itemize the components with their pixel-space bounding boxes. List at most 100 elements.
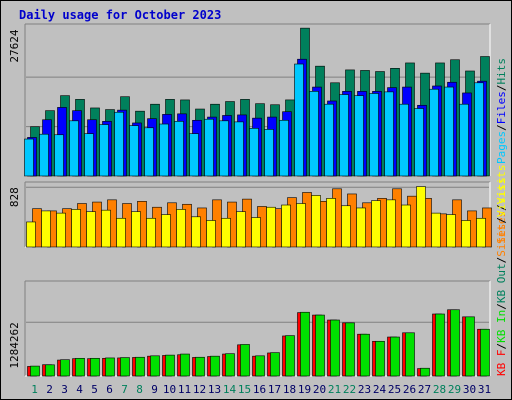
x-label-day-25: 25 — [388, 383, 401, 396]
legend-part: Pages — [495, 131, 508, 164]
legend-part: Hits — [495, 58, 508, 85]
bar-pages-day-1 — [24, 138, 34, 177]
bar-visits-day-22 — [341, 205, 351, 248]
legend-pages-files-hits: Pages/Files/Hits — [495, 58, 508, 164]
chart-title: Daily usage for October 2023 — [19, 8, 222, 22]
bar-visits-day-10 — [161, 214, 171, 248]
legend-part: / — [495, 204, 508, 211]
x-label-day-23: 23 — [358, 383, 371, 396]
bar-pages-day-5 — [84, 133, 94, 177]
bar-kb-in-day-16 — [255, 355, 265, 377]
bar-kb-in-day-4 — [75, 357, 85, 377]
bar-visits-day-7 — [116, 217, 126, 248]
bar-visits-day-3 — [56, 212, 66, 248]
bar-pages-day-9 — [144, 127, 154, 177]
bar-pages-day-8 — [129, 125, 139, 177]
x-label-day-17: 17 — [268, 383, 281, 396]
bar-kb-in-day-20 — [315, 314, 325, 377]
bar-pages-day-13 — [204, 118, 214, 177]
bar-pages-day-11 — [174, 121, 184, 177]
x-label-day-3: 3 — [61, 383, 68, 396]
x-label-day-11: 11 — [178, 383, 191, 396]
bar-pages-day-3 — [54, 134, 64, 177]
legend-part: / — [495, 257, 508, 264]
legend-part: / — [495, 343, 508, 350]
bar-kb-in-day-15 — [240, 344, 250, 377]
bar-visits-day-25 — [386, 199, 396, 248]
bar-kb-in-day-30 — [465, 316, 475, 377]
bar-pages-day-7 — [114, 111, 124, 177]
legend-part: KB F — [495, 350, 508, 377]
bar-visits-day-18 — [281, 204, 291, 248]
bar-pages-day-20 — [309, 91, 319, 177]
bar-kb-in-day-5 — [90, 357, 100, 377]
bar-kb-in-day-10 — [165, 354, 175, 377]
legend-part: Sites — [495, 224, 508, 257]
x-label-day-12: 12 — [193, 383, 206, 396]
bar-kb-in-day-27 — [420, 367, 430, 377]
x-label-day-30: 30 — [463, 383, 476, 396]
bar-pages-day-21 — [324, 103, 334, 177]
bar-pages-day-25 — [384, 91, 394, 177]
bar-pages-day-30 — [459, 103, 469, 177]
bar-pages-day-24 — [369, 93, 379, 177]
bar-visits-day-4 — [71, 209, 81, 248]
x-label-day-20: 20 — [313, 383, 326, 396]
x-label-day-9: 9 — [151, 383, 158, 396]
bar-visits-day-12 — [191, 216, 201, 248]
bar-visits-day-21 — [326, 198, 336, 248]
bar-kb-in-day-17 — [270, 352, 280, 377]
bar-visits-day-15 — [236, 211, 246, 248]
bar-visits-day-31 — [476, 217, 486, 248]
bar-visits-day-30 — [461, 220, 471, 248]
bar-kb-in-day-22 — [345, 322, 355, 377]
legend-part: / — [495, 124, 508, 131]
bar-pages-day-17 — [264, 129, 274, 177]
x-label-day-26: 26 — [403, 383, 416, 396]
bar-kb-in-day-26 — [405, 332, 415, 377]
x-label-day-18: 18 — [283, 383, 296, 396]
bar-visits-day-28 — [431, 212, 441, 248]
bar-kb-in-day-1 — [30, 365, 40, 377]
bar-pages-day-22 — [339, 94, 349, 177]
legend-part: / — [495, 217, 508, 224]
bar-visits-day-5 — [86, 211, 96, 248]
bar-pages-day-29 — [444, 86, 454, 177]
x-label-day-14: 14 — [223, 383, 237, 396]
x-label-day-4: 4 — [76, 383, 83, 396]
x-label-day-21: 21 — [328, 383, 341, 396]
x-axis-labels: 1 2 3 4 5 6 7 8 9 10 11 12 13 14 15 16 17 18 19 20 21 22 23 24 2… — [31, 383, 491, 396]
x-label-day-10: 10 — [163, 383, 176, 396]
legend-part: / — [495, 303, 508, 310]
bar-kb-in-day-7 — [120, 357, 130, 377]
bar-pages-day-12 — [189, 133, 199, 177]
bar-kb-in-day-9 — [150, 355, 160, 377]
bar-pages-day-16 — [249, 128, 259, 177]
bar-pages-day-19 — [294, 63, 304, 177]
bar-pages-day-31 — [474, 82, 484, 177]
bar-visits-day-23 — [356, 207, 366, 248]
bar-pages-day-18 — [279, 119, 289, 177]
bar-visits-day-14 — [221, 217, 231, 248]
bar-kb-in-day-24 — [375, 340, 385, 377]
bar-visits-day-6 — [101, 209, 111, 248]
bar-kb-in-day-6 — [105, 357, 115, 377]
legend-part: / — [495, 85, 508, 92]
bar-visits-day-27 — [416, 186, 426, 248]
bar-pages-day-26 — [399, 103, 409, 177]
x-label-day-8: 8 — [136, 383, 143, 396]
bar-kb-in-day-12 — [195, 356, 205, 377]
legend-part: Sites — [495, 211, 508, 244]
legend-part: Files — [495, 91, 508, 124]
x-label-day-13: 13 — [208, 383, 221, 396]
bar-kb-in-day-11 — [180, 353, 190, 377]
bar-pages-day-23 — [354, 95, 364, 177]
panel-kbin-kbout: 1284262 — [8, 280, 491, 377]
x-label-day-2: 2 — [46, 383, 53, 396]
bar-visits-day-16 — [251, 217, 261, 248]
x-label-day-24: 24 — [373, 383, 387, 396]
bar-kb-in-day-25 — [390, 336, 400, 377]
bar-pages-day-14 — [219, 120, 229, 177]
